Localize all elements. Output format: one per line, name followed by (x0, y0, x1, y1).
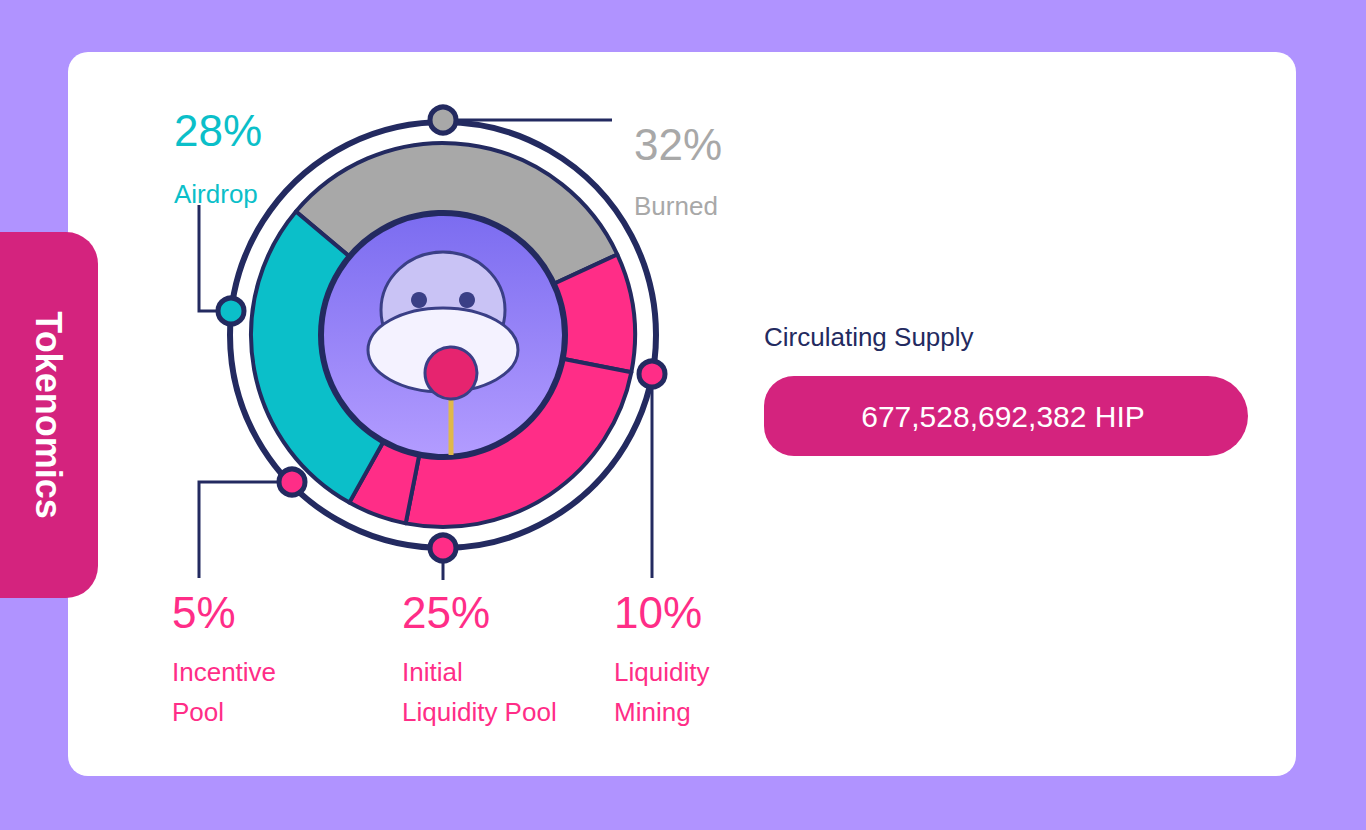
svg-text:677,528,692,382 HIP: 677,528,692,382 HIP (861, 400, 1145, 433)
svg-text:25%: 25% (402, 588, 490, 637)
svg-text:32%: 32% (634, 120, 722, 169)
svg-text:Airdrop: Airdrop (174, 179, 258, 209)
svg-text:Incentive: Incentive (172, 657, 276, 687)
svg-text:Liquidity Pool: Liquidity Pool (402, 697, 557, 727)
svg-text:Tokenomics: Tokenomics (28, 311, 69, 518)
svg-text:Pool: Pool (172, 697, 224, 727)
svg-text:28%: 28% (174, 106, 262, 155)
svg-text:Burned: Burned (634, 191, 718, 221)
svg-text:Circulating Supply: Circulating Supply (764, 322, 974, 352)
svg-text:10%: 10% (614, 588, 702, 637)
svg-text:Initial: Initial (402, 657, 463, 687)
svg-text:Liquidity: Liquidity (614, 657, 709, 687)
svg-text:5%: 5% (172, 588, 236, 637)
svg-text:Mining: Mining (614, 697, 691, 727)
